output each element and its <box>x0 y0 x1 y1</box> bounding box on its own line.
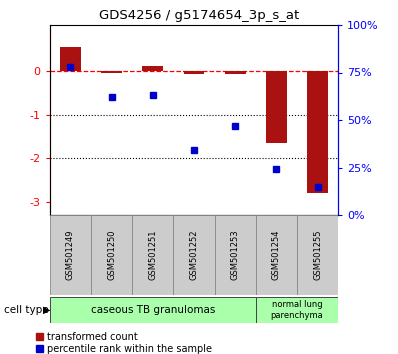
Bar <box>60 47 81 71</box>
Text: GSM501251: GSM501251 <box>148 230 157 280</box>
Text: normal lung
parenchyma: normal lung parenchyma <box>271 300 324 320</box>
Bar <box>101 71 122 73</box>
FancyBboxPatch shape <box>132 215 174 295</box>
Text: GDS4256 / g5174654_3p_s_at: GDS4256 / g5174654_3p_s_at <box>99 9 299 22</box>
Bar <box>225 71 246 74</box>
FancyBboxPatch shape <box>256 297 338 323</box>
Text: ▶: ▶ <box>43 305 51 315</box>
Text: caseous TB granulomas: caseous TB granulomas <box>91 305 215 315</box>
Text: GSM501255: GSM501255 <box>313 230 322 280</box>
Text: GSM501249: GSM501249 <box>66 230 75 280</box>
FancyBboxPatch shape <box>297 215 338 295</box>
Legend: transformed count, percentile rank within the sample: transformed count, percentile rank withi… <box>35 331 213 354</box>
FancyBboxPatch shape <box>215 215 256 295</box>
Bar <box>184 71 204 74</box>
FancyBboxPatch shape <box>256 215 297 295</box>
FancyBboxPatch shape <box>50 215 91 295</box>
Text: GSM501253: GSM501253 <box>231 230 240 280</box>
Text: GSM501252: GSM501252 <box>189 230 199 280</box>
FancyBboxPatch shape <box>174 215 215 295</box>
Bar <box>307 71 328 193</box>
Text: cell type: cell type <box>4 305 49 315</box>
Text: GSM501250: GSM501250 <box>107 230 116 280</box>
FancyBboxPatch shape <box>91 215 132 295</box>
Bar <box>266 71 287 143</box>
FancyBboxPatch shape <box>50 297 256 323</box>
Bar <box>142 65 163 71</box>
Text: GSM501254: GSM501254 <box>272 230 281 280</box>
